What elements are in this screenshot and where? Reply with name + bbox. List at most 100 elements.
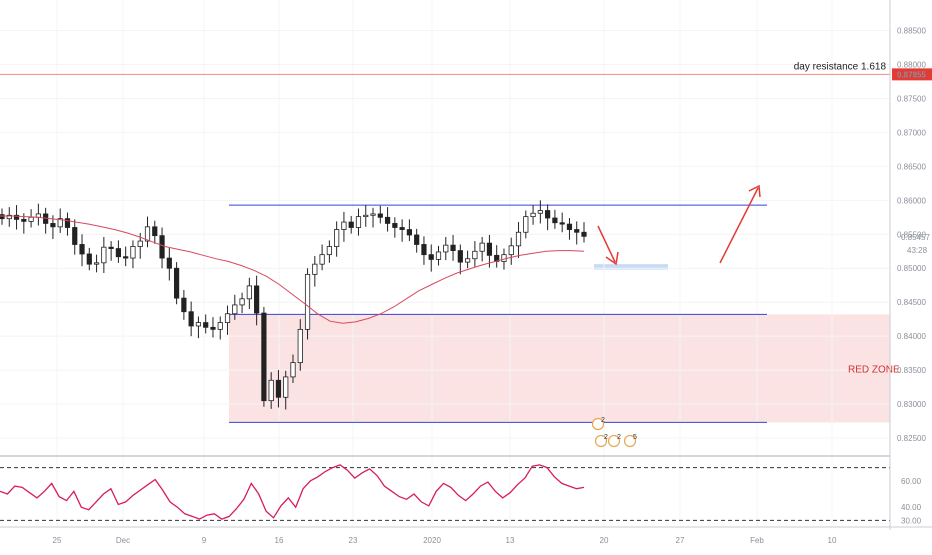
candle-body	[123, 256, 129, 259]
event-marker-label: 2	[604, 434, 608, 441]
candle-body	[217, 322, 223, 330]
event-marker	[607, 434, 621, 448]
candle-body	[457, 250, 463, 263]
candle-body	[6, 214, 12, 220]
candle-body	[363, 214, 369, 218]
time-tick-label: 2020	[423, 536, 441, 545]
moving-average-line	[0, 215, 585, 324]
candle-body	[224, 313, 231, 323]
target-zone	[594, 264, 668, 270]
time-tick-label: Feb	[750, 536, 764, 545]
candle-body	[13, 214, 20, 220]
price-tick-label: 0.86000	[897, 196, 926, 205]
rsi-line	[0, 464, 585, 520]
candle-body	[348, 221, 354, 228]
event-marker-label: 5	[633, 434, 637, 441]
countdown-label: 43:28	[907, 246, 928, 255]
candle-body	[0, 214, 5, 220]
candle-body	[152, 226, 158, 237]
candle-body	[523, 216, 529, 233]
zones-layer	[229, 264, 890, 423]
candle-body	[319, 254, 325, 265]
price-tick-label: 0.87500	[897, 94, 926, 103]
candle-body	[486, 242, 493, 256]
candle-body	[268, 379, 274, 402]
event-marker-label: 2	[617, 434, 621, 441]
candle-body	[414, 234, 420, 245]
candle-body	[341, 221, 347, 230]
candle-body	[501, 254, 507, 262]
candle-body	[370, 213, 376, 216]
annotations-layer: 2 2 2 5	[591, 184, 761, 448]
candle-body	[246, 285, 252, 300]
red-zone	[229, 314, 890, 423]
price-tick-label: 0.85000	[897, 264, 926, 273]
candle-body	[232, 304, 238, 315]
time-tick-label: 13	[506, 536, 515, 545]
time-tick-label: Dec	[116, 536, 130, 545]
resistance-label: day resistance 1.618	[794, 61, 887, 72]
candle-body	[21, 218, 27, 222]
price-tick-label: 0.83000	[897, 400, 926, 409]
candle-body	[334, 229, 340, 247]
event-marker	[591, 417, 605, 431]
candle-body	[581, 231, 587, 237]
candle-body	[450, 244, 456, 251]
candle-body	[508, 245, 514, 256]
candle-body	[399, 227, 405, 230]
time-tick-label: 25	[53, 536, 62, 545]
arrow-down-shaft	[597, 225, 616, 263]
candle-body	[545, 210, 551, 219]
candle-body	[515, 231, 522, 247]
rsi-tick-label: 60.00	[901, 477, 922, 486]
price-tick-label: 0.84000	[897, 332, 926, 341]
candle-body	[283, 376, 289, 398]
price-tick-label: 0.86500	[897, 162, 926, 171]
price-tick-label: 0.82500	[897, 434, 926, 443]
candle-body	[72, 227, 78, 245]
time-tick-label: 20	[600, 536, 609, 545]
candle-body	[435, 251, 442, 260]
candle-body	[392, 223, 398, 228]
arrow-down-head	[605, 251, 619, 266]
time-tick-label: 16	[275, 536, 284, 545]
price-tick-label: 0.85500	[897, 230, 926, 239]
candle-body	[312, 263, 318, 275]
rsi-panel	[0, 455, 890, 521]
candle-body	[355, 216, 362, 228]
candle-body	[188, 311, 194, 327]
candle-body	[384, 216, 391, 224]
candle-body	[101, 246, 107, 264]
candle-body	[159, 235, 165, 259]
candle-body	[254, 285, 260, 314]
candle-body	[377, 213, 383, 218]
price-tick-label: 0.88000	[897, 61, 926, 70]
candle-body	[173, 267, 180, 299]
candle-body	[406, 229, 413, 236]
candle-body	[93, 262, 100, 265]
candle-body	[479, 242, 485, 252]
moving-average-layer	[0, 215, 585, 324]
candle-body	[79, 244, 85, 255]
candle-body	[566, 223, 573, 230]
candle-body	[50, 223, 56, 228]
candle-body	[443, 244, 449, 253]
candle-body	[574, 229, 580, 233]
last-price-label: 0.85457	[901, 233, 930, 242]
time-tick-label: 23	[349, 536, 358, 545]
candle-body	[428, 254, 434, 260]
candle-body	[115, 248, 121, 258]
candle-body	[530, 212, 536, 218]
time-tick-label: 9	[202, 536, 207, 545]
candle-body	[57, 218, 63, 228]
candle-body	[108, 246, 114, 249]
rsi-tick-label: 40.00	[901, 503, 922, 512]
candle-body	[181, 297, 187, 313]
candle-body	[304, 273, 311, 330]
rsi-tick-label: 30.00	[901, 516, 922, 525]
candle-body	[64, 218, 71, 228]
candle-body	[275, 379, 282, 398]
candles-layer	[0, 200, 587, 410]
